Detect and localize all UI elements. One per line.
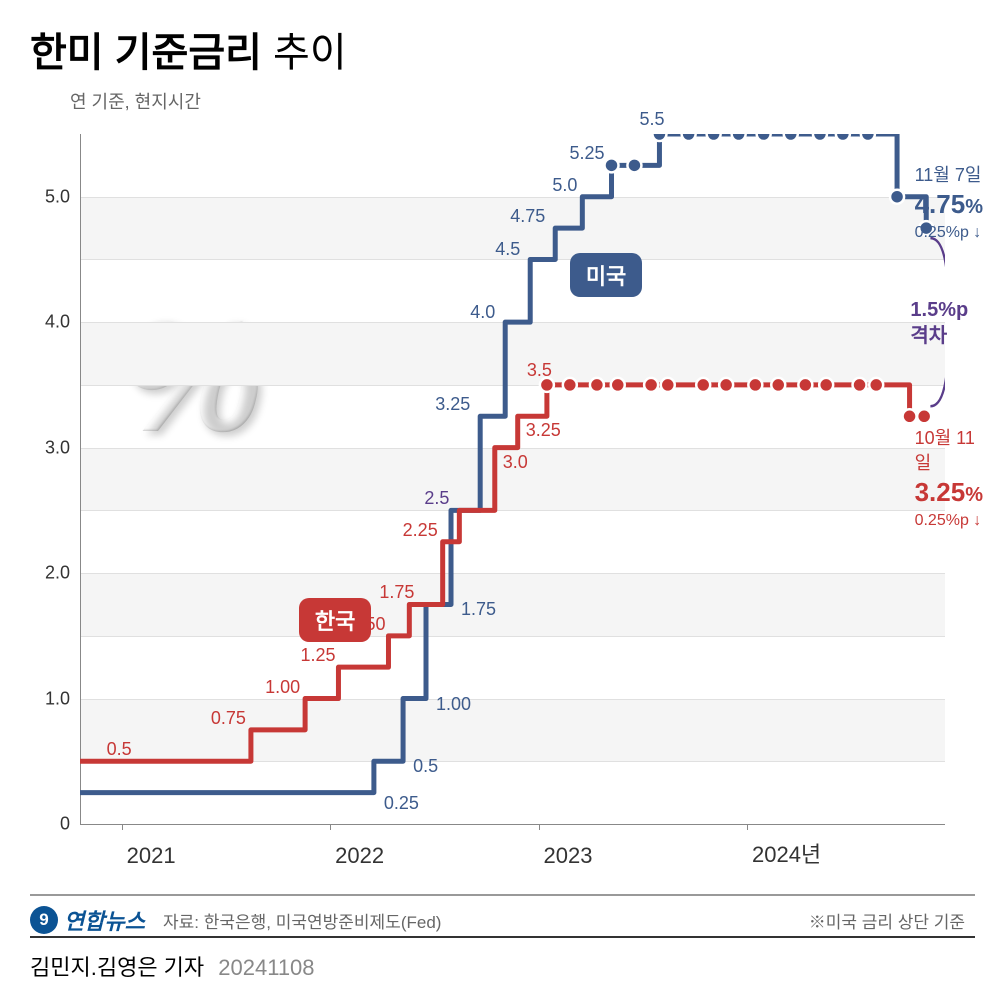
korea-series-badge: 한국 (299, 598, 371, 642)
chart-subtitle: 연 기준, 현지시간 (70, 88, 975, 114)
data-point-label: 1.25 (300, 645, 335, 666)
title-bold: 한미 기준금리 (30, 31, 262, 75)
y-axis-tick: 4.0 (30, 312, 70, 333)
y-axis-tick: 2.0 (30, 563, 70, 584)
data-point-label: 4.5 (495, 239, 520, 260)
source-text: 자료: 한국은행, 미국연방준비제도(Fed) (163, 908, 441, 933)
series-callout: 11월 7일4.75%0.25%p ↓ (915, 163, 983, 244)
data-point-label: 1.75 (461, 599, 496, 620)
data-point-label: 2.5 (424, 488, 449, 509)
data-point-label: 1.00 (265, 677, 300, 698)
data-point-label: 0.25 (384, 793, 419, 814)
data-point-label: 3.5 (527, 360, 552, 381)
x-axis-tick: 2021 (127, 843, 176, 869)
y-axis-tick: 3.0 (30, 437, 70, 458)
series-callout: 10월 11일3.25%0.25%p ↓ (915, 426, 983, 531)
byline: 김민지.김영은 기자 20241108 (30, 936, 975, 982)
data-point-label: 5.0 (552, 175, 577, 196)
data-point-label: 0.75 (211, 708, 246, 729)
data-point-label: 5.5 (639, 109, 664, 130)
data-point-label: 1.75 (379, 582, 414, 603)
logo-text: 연합뉴스 (64, 904, 145, 936)
y-axis-tick: 5.0 (30, 186, 70, 207)
x-axis-tick: 2023 (544, 843, 593, 869)
data-point-label: 4.0 (470, 302, 495, 323)
byline-date: 20241108 (218, 955, 314, 980)
footer: 9 연합뉴스 자료: 한국은행, 미국연방준비제도(Fed) ※미국 금리 상단… (30, 894, 975, 936)
x-axis-tick: 2024년 (752, 837, 821, 869)
data-point-label: 4.75 (510, 206, 545, 227)
data-point-label: 0.5 (413, 756, 438, 777)
data-point-label: 1.00 (436, 694, 471, 715)
logo-icon: 9 (30, 906, 58, 934)
footer-note: ※미국 금리 상단 기준 (809, 908, 965, 933)
byline-authors: 김민지.김영은 기자 (30, 955, 204, 980)
news-logo: 9 연합뉴스 (30, 904, 145, 936)
title-light: 추이 (273, 31, 347, 75)
us-series-badge: 미국 (570, 253, 642, 297)
y-axis-tick: 0 (30, 814, 70, 835)
data-point-label: 3.25 (526, 420, 561, 441)
chart-area: % 01.02.03.04.05.02021202220232024년0.250… (30, 124, 975, 884)
x-axis-tick: 2022 (335, 843, 384, 869)
chart-title: 한미 기준금리 추이 (30, 20, 975, 78)
data-point-label: 3.0 (503, 452, 528, 473)
gap-label: 1.5%p격차 (910, 297, 968, 349)
data-point-label: 2.25 (403, 520, 438, 541)
data-point-label: 5.25 (570, 143, 605, 164)
y-axis-tick: 1.0 (30, 688, 70, 709)
data-point-label: 0.5 (107, 739, 132, 760)
chart-plot (80, 134, 945, 824)
data-point-label: 3.25 (435, 394, 470, 415)
